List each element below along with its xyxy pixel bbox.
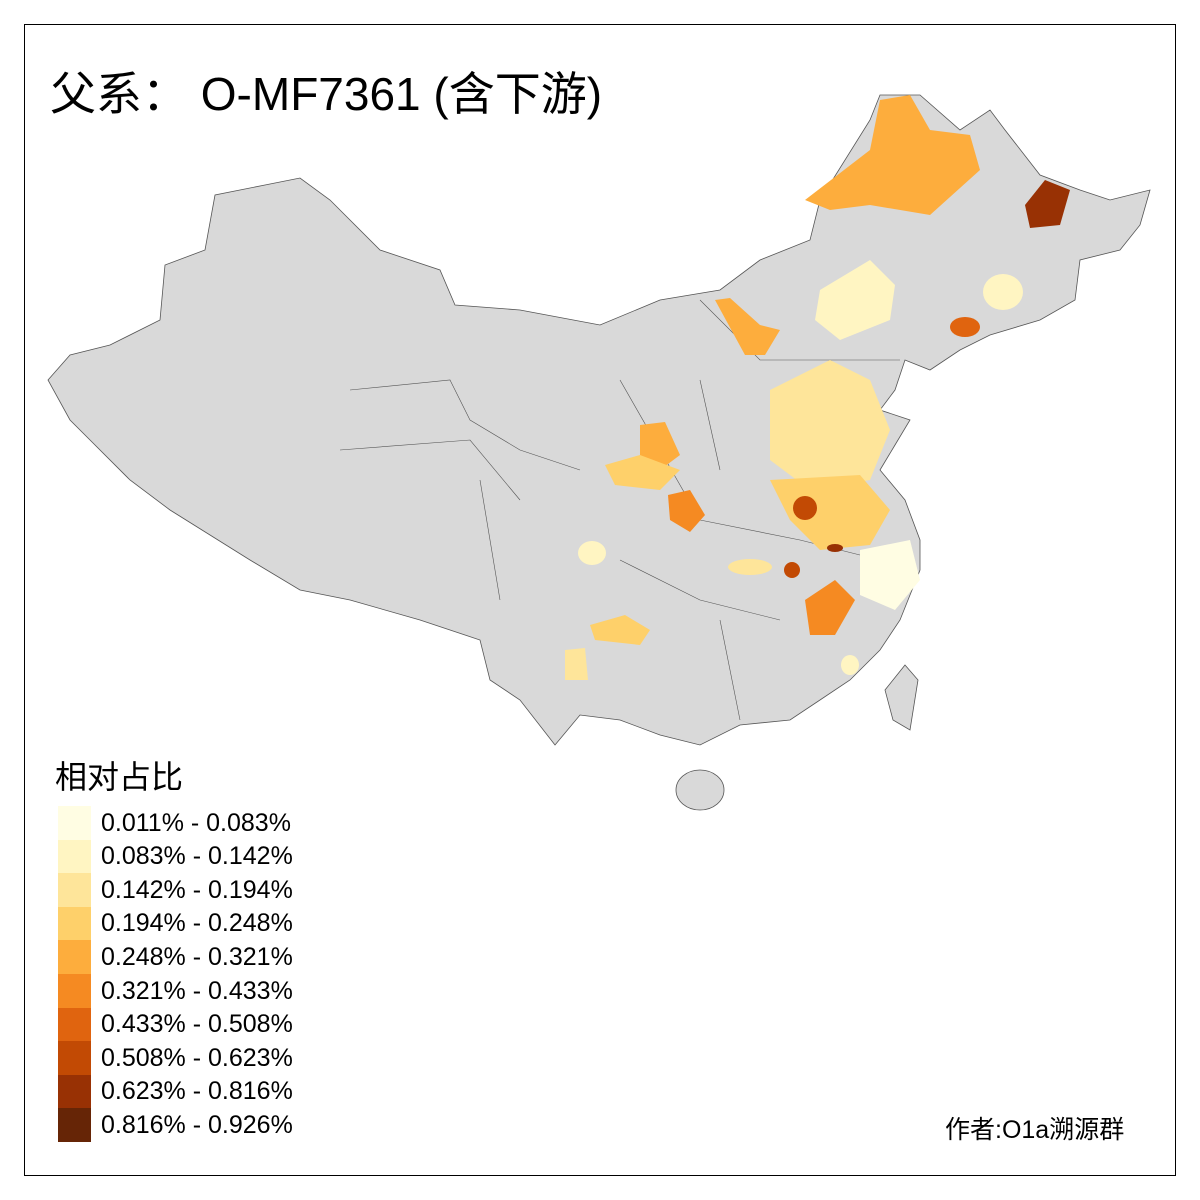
- region-jiangsu-zhejiang: [860, 540, 920, 610]
- region-gansu-2: [605, 455, 680, 490]
- legend-title: 相对占比: [55, 759, 184, 795]
- legend-item: 0.248% - 0.321%: [58, 940, 293, 975]
- legend-item: 0.142% - 0.194%: [58, 873, 293, 908]
- legend-label: 0.623% - 0.816%: [101, 1077, 293, 1106]
- legend-item: 0.433% - 0.508%: [58, 1007, 293, 1042]
- region-hebei-im: [815, 260, 895, 340]
- colored-regions: [565, 95, 1070, 680]
- mainland: [47, 94, 1151, 746]
- legend-label: 0.194% - 0.248%: [101, 909, 293, 938]
- taiwan-island: [884, 664, 919, 731]
- legend-item: 0.321% - 0.433%: [58, 974, 293, 1008]
- legend-item: 0.083% - 0.142%: [58, 839, 293, 874]
- legend-label: 0.011% - 0.083%: [101, 808, 291, 837]
- legend-label: 0.248% - 0.321%: [101, 942, 293, 971]
- legend-swatch: [58, 806, 91, 840]
- region-liaoning: [950, 317, 980, 337]
- region-north-plain: [770, 360, 890, 490]
- region-sichuan: [578, 541, 606, 565]
- legend-item: 0.011% - 0.083%: [58, 806, 291, 840]
- region-henan-anhui: [770, 475, 890, 550]
- legend-swatch: [58, 974, 91, 1008]
- legend-label: 0.433% - 0.508%: [101, 1010, 293, 1039]
- region-heilongjiang: [1025, 180, 1070, 228]
- legend-label: 0.083% - 0.142%: [101, 842, 293, 871]
- legend-label: 0.816% - 0.926%: [101, 1110, 293, 1139]
- map-title: 父系： O-MF7361 (含下游): [50, 68, 603, 120]
- region-hulunbuir: [805, 95, 980, 215]
- legend-swatch: [58, 873, 91, 908]
- legend-swatch: [58, 1108, 91, 1143]
- region-chongqing: [728, 559, 772, 575]
- legend-swatch: [58, 906, 91, 941]
- author-credit: 作者:O1a溯源群: [945, 1116, 1125, 1144]
- legend-swatch: [58, 1041, 91, 1076]
- legend-item: 0.194% - 0.248%: [58, 906, 293, 941]
- hainan-island: [675, 769, 725, 811]
- region-hubei: [784, 562, 800, 578]
- region-jiangxi: [805, 580, 855, 635]
- region-ningxia-im: [715, 298, 780, 355]
- legend-swatch: [58, 1074, 91, 1109]
- region-fujian: [841, 655, 859, 675]
- legend-swatch: [58, 839, 91, 874]
- region-yunnan: [565, 648, 588, 680]
- legend-item: 0.508% - 0.623%: [58, 1041, 293, 1076]
- legend-swatch: [58, 1007, 91, 1042]
- legend-label: 0.508% - 0.623%: [101, 1043, 293, 1072]
- region-wuhan: [827, 544, 843, 552]
- legend-item: 0.816% - 0.926%: [58, 1108, 293, 1143]
- legend-label: 0.321% - 0.433%: [101, 976, 293, 1005]
- region-gansu: [640, 422, 680, 470]
- region-jilin: [983, 274, 1023, 310]
- legend-swatch: [58, 940, 91, 975]
- legend-item: 0.623% - 0.816%: [58, 1074, 293, 1109]
- region-guizhou-yunnan: [590, 615, 650, 645]
- region-shaanxi: [668, 490, 705, 532]
- legend-label: 0.142% - 0.194%: [101, 875, 293, 904]
- region-henan-dark: [793, 496, 817, 520]
